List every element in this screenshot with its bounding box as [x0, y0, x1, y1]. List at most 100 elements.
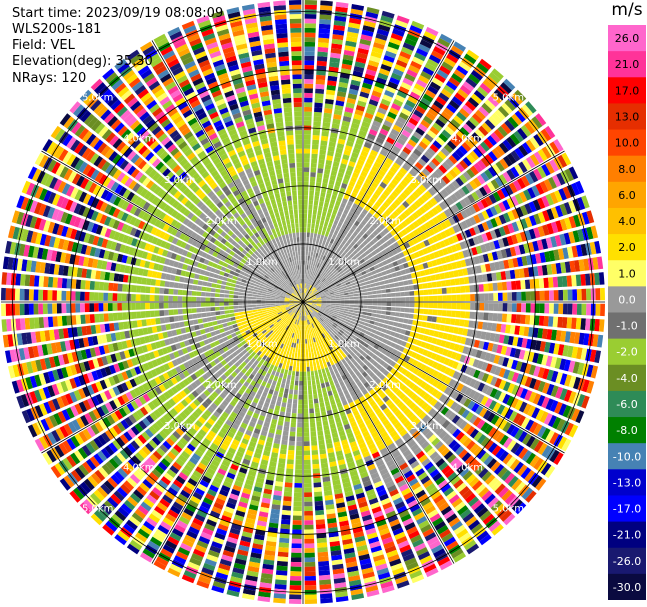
ray-gate — [292, 399, 298, 405]
ray-gate — [227, 447, 236, 455]
ray-gate — [331, 474, 340, 481]
ray-gate — [395, 297, 401, 302]
ray-gate — [309, 291, 313, 296]
ray-gate — [363, 576, 376, 584]
ray-gate — [439, 240, 446, 248]
ray-gate — [334, 335, 339, 340]
ray-gate — [367, 305, 373, 309]
ray-gate — [308, 399, 314, 405]
ray-gate — [286, 360, 291, 366]
ray-gate — [231, 378, 239, 385]
ray-gate — [418, 333, 424, 341]
ray-gate — [375, 330, 381, 336]
ray-gate — [375, 234, 383, 241]
ray-gate — [227, 585, 241, 593]
ray-gate — [277, 319, 283, 324]
ray-gate — [380, 63, 392, 72]
ray-gate — [330, 298, 336, 301]
ray-gate — [215, 407, 224, 415]
ray-gate — [469, 165, 479, 176]
ray-gate — [120, 503, 133, 515]
ray-gate — [503, 381, 511, 392]
ray-gate — [296, 427, 303, 433]
ray-gate — [307, 303, 312, 306]
ray-gate — [391, 249, 398, 256]
ray-gate — [270, 354, 276, 360]
ray-gate — [367, 253, 373, 259]
ray-gate — [309, 342, 313, 348]
ray-gate — [225, 419, 233, 427]
ray-gate — [363, 381, 370, 389]
ray-gate — [188, 414, 197, 423]
ray-gate — [280, 321, 285, 327]
ray-gate — [379, 447, 389, 455]
ray-gate — [328, 141, 336, 148]
ray-gate — [339, 304, 345, 307]
ray-gate — [305, 352, 309, 358]
ray-gate — [310, 167, 317, 173]
ray-gate — [353, 340, 360, 346]
ray-gate — [497, 282, 503, 291]
ray-gate — [394, 187, 402, 195]
ray-gate — [306, 319, 309, 325]
ray-gate — [306, 329, 308, 335]
ray-gate — [542, 382, 550, 394]
ray-gate — [308, 352, 312, 358]
ray-gate — [330, 354, 336, 360]
ray-gate — [319, 291, 325, 295]
ray-gate — [301, 329, 303, 335]
ray-gate — [385, 480, 395, 489]
ray-gate — [242, 458, 251, 466]
ray-gate — [453, 41, 467, 52]
ray-gate — [381, 212, 388, 220]
ray-gate — [423, 444, 433, 453]
ray-gate — [303, 139, 311, 145]
ray-gate — [290, 380, 295, 386]
ray-gate — [325, 305, 331, 308]
ray-gate — [359, 212, 366, 219]
ray-gate — [412, 237, 419, 245]
ray-gate — [412, 417, 421, 426]
ray-gate — [169, 563, 183, 573]
ray-gate — [346, 250, 352, 256]
ray-gate — [151, 468, 162, 479]
ray-gate — [335, 382, 341, 389]
ray-gate — [368, 467, 378, 476]
ray-gate — [166, 468, 177, 478]
ray-gate — [566, 345, 574, 358]
ray-gate — [507, 292, 513, 301]
ray-gate — [341, 534, 352, 541]
ray-gate — [412, 320, 418, 326]
ray-gate — [549, 432, 559, 445]
ray-gate — [533, 423, 543, 436]
ray-gate — [367, 295, 373, 299]
ray-gate — [379, 256, 386, 262]
ray-gate — [391, 190, 399, 198]
ray-gate — [335, 302, 341, 304]
ray-gate — [398, 112, 409, 121]
ray-gate — [360, 426, 368, 434]
ray-gate — [227, 360, 234, 367]
ray-gate — [403, 318, 409, 324]
ray-gate — [316, 257, 320, 263]
ray-gate — [330, 213, 336, 220]
ray-gate — [211, 480, 221, 489]
ray-gate — [301, 325, 303, 330]
ray-gate — [412, 278, 418, 284]
ray-gate — [326, 89, 336, 96]
ray-gate — [392, 98, 404, 107]
ray-gate — [337, 366, 343, 373]
ray-gate — [263, 387, 270, 393]
ray-gate — [403, 491, 414, 501]
ray-gate — [338, 360, 344, 367]
ray-gate — [586, 226, 594, 240]
ray-gate — [303, 195, 308, 200]
ray-gate — [444, 229, 452, 237]
ray-gate — [352, 449, 361, 457]
ray-gate — [329, 57, 341, 64]
ray-gate — [537, 394, 546, 407]
ray-gate — [382, 235, 390, 242]
ray-gate — [540, 462, 552, 476]
ray-gate — [319, 323, 324, 329]
ray-gate — [243, 381, 250, 388]
